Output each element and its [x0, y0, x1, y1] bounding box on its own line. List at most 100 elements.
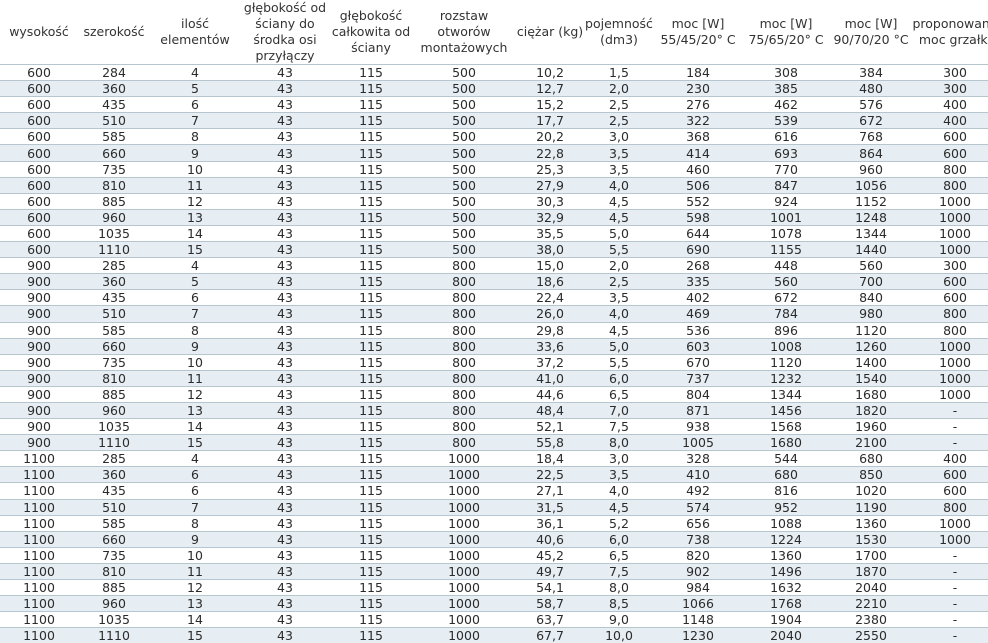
cell-capacity: 1,5 — [584, 65, 654, 81]
cell-capacity: 7,5 — [584, 419, 654, 435]
cell-height: 1100 — [0, 563, 78, 579]
cell-height: 900 — [0, 338, 78, 354]
cell-depth-to-axis: 43 — [240, 306, 330, 322]
cell-mounting-spacing: 500 — [412, 225, 516, 241]
cell-weight: 33,6 — [516, 338, 584, 354]
cell-capacity: 4,0 — [584, 483, 654, 499]
header-row: wysokość szerokość ilość elementów głębo… — [0, 0, 988, 65]
cell-width: 660 — [78, 338, 150, 354]
cell-mounting-spacing: 800 — [412, 306, 516, 322]
cell-power-55-45: 410 — [654, 467, 742, 483]
cell-height: 600 — [0, 81, 78, 97]
cell-width: 1110 — [78, 242, 150, 258]
cell-total-depth: 115 — [330, 563, 412, 579]
cell-power-75-65: 896 — [742, 322, 830, 338]
cell-heater-power: 1000 — [912, 531, 988, 547]
cell-total-depth: 115 — [330, 596, 412, 612]
cell-power-90-70: 2210 — [830, 596, 912, 612]
cell-power-55-45: 670 — [654, 354, 742, 370]
cell-element-count: 8 — [150, 129, 240, 145]
cell-power-75-65: 308 — [742, 65, 830, 81]
cell-weight: 35,5 — [516, 225, 584, 241]
cell-power-55-45: 690 — [654, 242, 742, 258]
cell-power-90-70: 680 — [830, 451, 912, 467]
cell-power-55-45: 984 — [654, 580, 742, 596]
cell-capacity: 7,0 — [584, 402, 654, 418]
cell-capacity: 6,0 — [584, 531, 654, 547]
cell-power-55-45: 506 — [654, 177, 742, 193]
cell-power-90-70: 1152 — [830, 193, 912, 209]
cell-capacity: 5,5 — [584, 354, 654, 370]
cell-mounting-spacing: 800 — [412, 258, 516, 274]
cell-width: 360 — [78, 467, 150, 483]
cell-weight: 67,7 — [516, 628, 584, 643]
cell-heater-power: 1000 — [912, 354, 988, 370]
cell-total-depth: 115 — [330, 547, 412, 563]
cell-width: 735 — [78, 354, 150, 370]
header-width: szerokość — [78, 0, 150, 65]
cell-power-55-45: 644 — [654, 225, 742, 241]
cell-power-90-70: 1440 — [830, 242, 912, 258]
cell-heater-power: 1000 — [912, 225, 988, 241]
cell-power-55-45: 536 — [654, 322, 742, 338]
cell-depth-to-axis: 43 — [240, 209, 330, 225]
cell-capacity: 2,5 — [584, 274, 654, 290]
cell-power-75-65: 693 — [742, 145, 830, 161]
cell-total-depth: 115 — [330, 435, 412, 451]
cell-capacity: 3,0 — [584, 451, 654, 467]
cell-depth-to-axis: 43 — [240, 628, 330, 643]
cell-heater-power: 600 — [912, 274, 988, 290]
cell-power-75-65: 952 — [742, 499, 830, 515]
cell-power-90-70: 1190 — [830, 499, 912, 515]
cell-depth-to-axis: 43 — [240, 65, 330, 81]
cell-total-depth: 115 — [330, 290, 412, 306]
cell-weight: 31,5 — [516, 499, 584, 515]
cell-power-90-70: 1700 — [830, 547, 912, 563]
cell-depth-to-axis: 43 — [240, 274, 330, 290]
cell-total-depth: 115 — [330, 338, 412, 354]
cell-power-55-45: 1230 — [654, 628, 742, 643]
cell-width: 1035 — [78, 419, 150, 435]
cell-height: 1100 — [0, 499, 78, 515]
cell-weight: 37,2 — [516, 354, 584, 370]
cell-element-count: 10 — [150, 161, 240, 177]
cell-total-depth: 115 — [330, 177, 412, 193]
cell-element-count: 7 — [150, 113, 240, 129]
cell-weight: 44,6 — [516, 386, 584, 402]
cell-height: 900 — [0, 435, 78, 451]
cell-depth-to-axis: 43 — [240, 354, 330, 370]
cell-height: 900 — [0, 258, 78, 274]
cell-power-90-70: 1820 — [830, 402, 912, 418]
cell-depth-to-axis: 43 — [240, 451, 330, 467]
cell-capacity: 7,5 — [584, 563, 654, 579]
cell-power-90-70: 384 — [830, 65, 912, 81]
cell-depth-to-axis: 43 — [240, 467, 330, 483]
cell-heater-power: 1000 — [912, 370, 988, 386]
cell-height: 1100 — [0, 628, 78, 643]
cell-power-55-45: 1005 — [654, 435, 742, 451]
cell-power-55-45: 938 — [654, 419, 742, 435]
cell-mounting-spacing: 500 — [412, 161, 516, 177]
cell-power-55-45: 902 — [654, 563, 742, 579]
header-mounting-spacing: rozstaw otworów montażowych — [412, 0, 516, 65]
cell-mounting-spacing: 800 — [412, 274, 516, 290]
header-heater-power: proponowana moc grzałki — [912, 0, 988, 65]
cell-capacity: 4,5 — [584, 499, 654, 515]
cell-mounting-spacing: 800 — [412, 419, 516, 435]
cell-power-75-65: 539 — [742, 113, 830, 129]
cell-heater-power: 1000 — [912, 193, 988, 209]
cell-total-depth: 115 — [330, 402, 412, 418]
cell-height: 1100 — [0, 483, 78, 499]
cell-mounting-spacing: 1000 — [412, 499, 516, 515]
